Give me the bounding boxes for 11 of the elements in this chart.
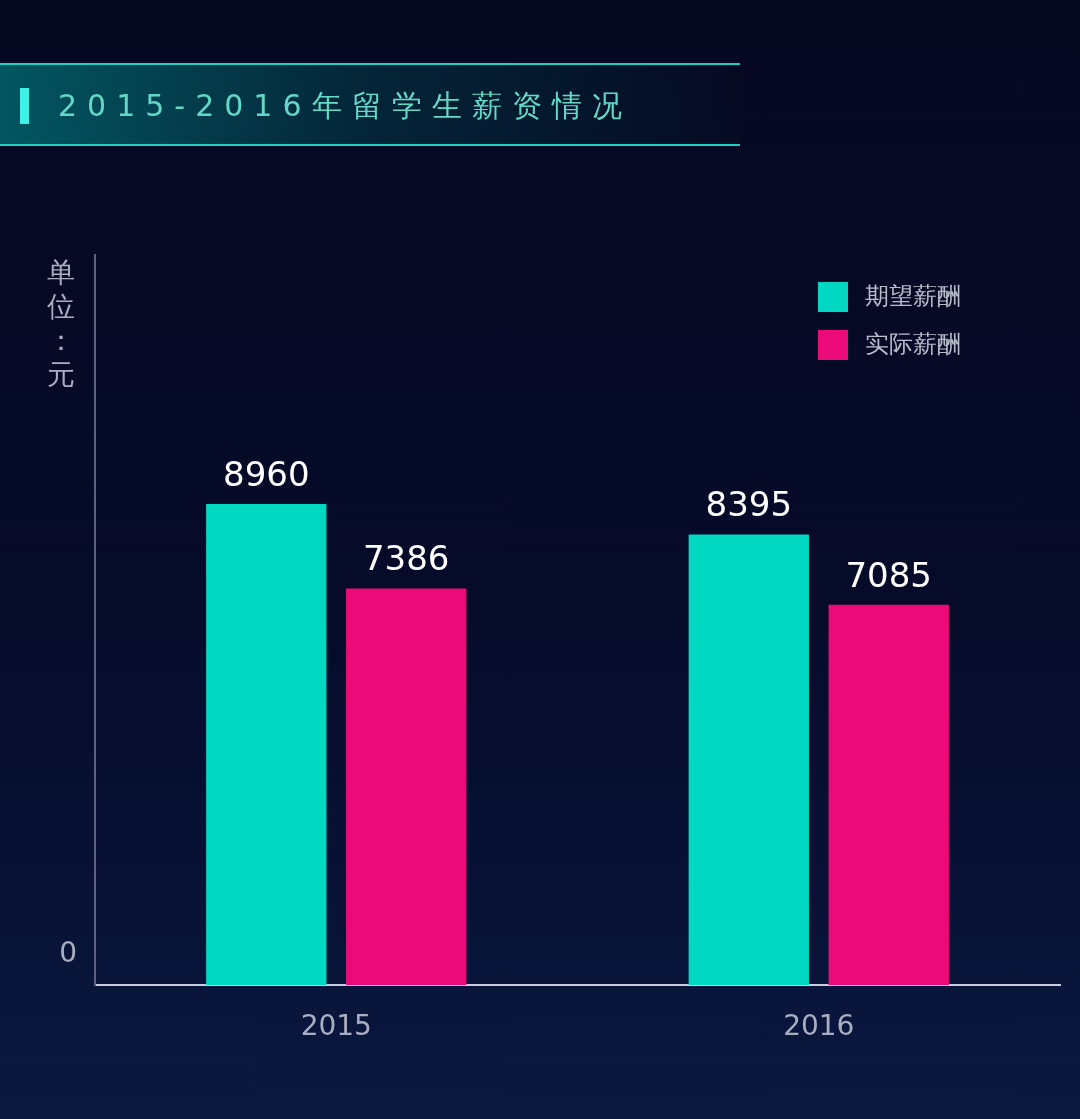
data-label: 7085 [845, 554, 932, 595]
legend-label: 实际薪酬 [865, 330, 961, 359]
x-tick-label: 2016 [783, 1009, 855, 1043]
data-label: 7386 [362, 538, 450, 579]
data-label: 8395 [705, 484, 793, 525]
text: 0 [59, 936, 77, 970]
x-tick-label: 2015 [300, 1009, 372, 1043]
legend-label: 期望薪酬 [865, 282, 961, 311]
data-label: 8960 [223, 453, 310, 494]
chart-title: 2015-2016年留学生薪资情况 [58, 87, 632, 125]
y-axis-title: 单位：元 [46, 256, 76, 392]
